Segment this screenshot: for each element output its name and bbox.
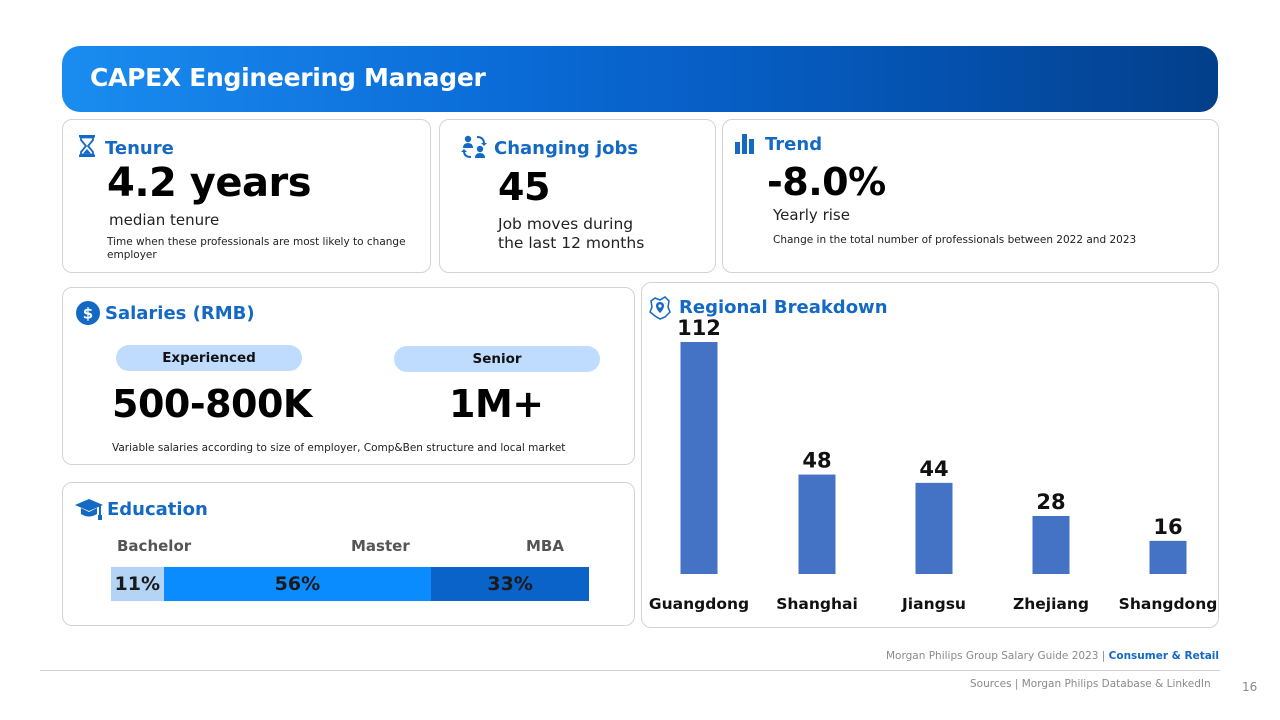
bar-shanghai: [798, 474, 836, 574]
trend-card: Trend -8.0% Yearly rise Change in the to…: [722, 119, 1219, 273]
tenure-card: Tenure 4.2 years median tenure Time when…: [62, 119, 431, 273]
regional-card: Regional Breakdown 112 Guangdong 48 Shangha…: [641, 282, 1219, 628]
value-label-zhejiang: 28: [1036, 490, 1065, 514]
changing-jobs-card: Changing jobs 45 Job moves during the la…: [439, 119, 716, 273]
education-label-bachelor: Bachelor: [117, 537, 192, 555]
salaries-title: Salaries (RMB): [105, 303, 255, 324]
category-label-shangdong: Shangdong: [1119, 595, 1218, 613]
salary-value-senior: 1M+: [449, 382, 544, 426]
category-label-jiangsu: Jiangsu: [901, 595, 966, 613]
salary-level-experienced: Experienced: [116, 345, 302, 371]
salaries-note: Variable salaries according to size of e…: [112, 442, 566, 454]
graduation-cap-icon: [75, 499, 103, 520]
changing-jobs-label-line2: the last 12 months: [498, 234, 645, 252]
tenure-label: median tenure: [109, 211, 220, 229]
hourglass-icon: [79, 135, 95, 157]
bar-chart-icon: [735, 134, 754, 154]
category-label-zhejiang: Zhejiang: [1013, 595, 1089, 613]
education-title: Education: [107, 499, 208, 520]
dollar-icon: $: [76, 301, 100, 325]
people-swap-icon: [461, 135, 487, 158]
bar-jiangsu: [915, 482, 953, 574]
map-pin-icon: [649, 296, 671, 320]
education-card: Education Bachelor Master MBA 11% 56% 33%: [62, 482, 635, 626]
header-banner: CAPEX Engineering Manager: [62, 46, 1218, 112]
value-label-shanghai: 48: [802, 449, 831, 473]
value-label-jiangsu: 44: [919, 457, 948, 481]
education-label-mba: MBA: [526, 537, 564, 555]
footer-sources: Sources | Morgan Philips Database & Link…: [970, 678, 1211, 690]
value-label-guangdong: 112: [677, 316, 721, 340]
bar-guangdong: [680, 342, 718, 574]
education-segment-master: 56%: [163, 567, 432, 601]
tenure-note: Time when these professionals are most l…: [107, 236, 406, 261]
trend-value: -8.0%: [767, 160, 886, 204]
education-segment-bachelor: 11%: [111, 567, 164, 601]
footer-guide: Morgan Philips Group Salary Guide 2023 |…: [886, 650, 1219, 662]
footer-guide-text: Morgan Philips Group Salary Guide 2023 |: [886, 650, 1106, 662]
page-title: CAPEX Engineering Manager: [90, 63, 486, 92]
tenure-value: 4.2 years: [107, 160, 312, 206]
category-label-guangdong: Guangdong: [649, 595, 749, 613]
salary-value-experienced: 500-800K: [112, 382, 312, 426]
svg-text:$: $: [83, 305, 93, 323]
changing-jobs-value: 45: [498, 165, 550, 209]
education-bar: 11% 56% 33%: [111, 567, 589, 601]
footer-divider: [40, 670, 1220, 671]
trend-note: Change in the total number of profession…: [773, 234, 1137, 246]
changing-jobs-title: Changing jobs: [494, 138, 639, 159]
salary-level-senior: Senior: [394, 346, 600, 372]
value-label-shangdong: 16: [1153, 515, 1182, 539]
page-number: 16: [1242, 680, 1258, 694]
education-label-master: Master: [351, 537, 410, 555]
regional-bar-chart: 112 Guangdong 48 Shanghai 44 Jiangsu 28 Zhejian…: [649, 316, 1218, 613]
salaries-card: $ Salaries (RMB) Experienced Senior 500-…: [62, 287, 635, 465]
category-label-shanghai: Shanghai: [776, 595, 858, 613]
trend-label: Yearly rise: [773, 206, 850, 224]
education-segment-mba: 33%: [431, 567, 589, 601]
changing-jobs-label-line1: Job moves during: [498, 215, 634, 233]
trend-title: Trend: [765, 134, 823, 155]
bar-zhejiang: [1032, 516, 1070, 574]
tenure-title: Tenure: [105, 138, 174, 159]
footer-sector: Consumer & Retail: [1108, 650, 1219, 662]
bar-shangdong: [1149, 540, 1187, 574]
regional-title: Regional Breakdown: [679, 297, 888, 318]
